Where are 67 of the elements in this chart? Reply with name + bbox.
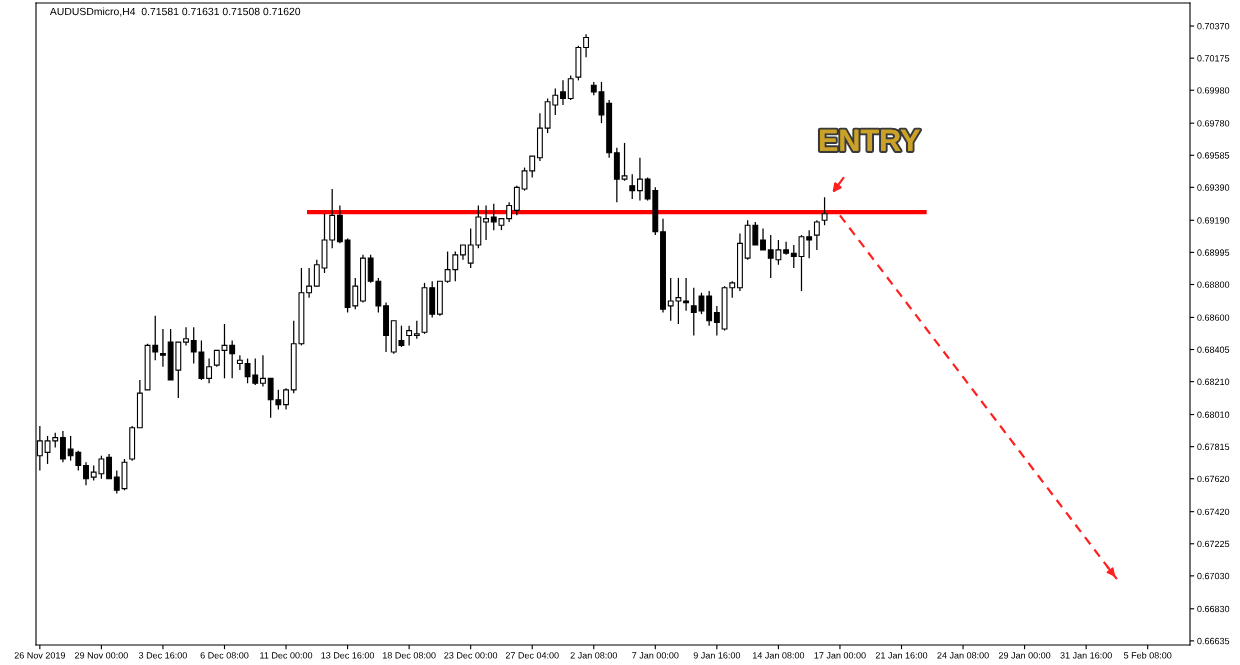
x-tick-label: 13 Dec 16:00: [321, 652, 375, 659]
x-tick-label: 24 Jan 08:00: [937, 652, 989, 659]
candlestick: [183, 326, 189, 347]
y-tick-label: 0.67815: [1197, 443, 1230, 450]
x-tick-label: 11 Dec 00:00: [260, 652, 313, 659]
x-tick-label: 18 Dec 08:00: [382, 652, 436, 659]
x-tick-label: 26 Nov 2019: [14, 652, 66, 659]
y-tick-label: 0.66635: [1197, 637, 1230, 645]
x-tick-label: 7 Jan 00:00: [632, 652, 679, 659]
chart-title: AUDUSDmicro,H4 0.71581 0.71631 0.71508 0.71620: [49, 7, 301, 17]
candlestick: [413, 320, 420, 340]
x-tick-label: 9 Jan 16:00: [693, 652, 741, 659]
y-tick-label: 0.68010: [1197, 411, 1230, 418]
candlestick: [567, 74, 574, 101]
x-tick-label: 14 Jan 08:00: [752, 652, 805, 659]
y-tick-label: 0.67030: [1197, 572, 1230, 580]
annotation: ENTRY: [820, 129, 920, 151]
candlestick: [236, 354, 243, 371]
y-tick-label: 0.69390: [1197, 184, 1230, 191]
candlestick: [283, 387, 289, 411]
x-tick-label: 29 Jan 00:00: [998, 652, 1051, 659]
candlestick: [621, 142, 628, 182]
candlestick: [406, 325, 413, 347]
x-tick-label: 17 Jan 00:00: [814, 652, 866, 659]
y-tick-label: 0.67420: [1197, 508, 1230, 516]
y-tick-label: 0.69780: [1197, 120, 1230, 127]
candlestick: [683, 277, 690, 312]
candlestick: [813, 219, 820, 251]
candlestick: [260, 354, 266, 388]
candlestick: [760, 227, 766, 251]
y-tick-label: 0.67620: [1197, 475, 1230, 483]
candlestick: [783, 241, 790, 256]
y-tick-label: 0.69585: [1197, 152, 1230, 159]
x-tick-label: 6 Dec 08:00: [200, 652, 249, 659]
y-tick-label: 0.66830: [1197, 605, 1230, 613]
candlestick: [629, 173, 636, 200]
x-tick-label: 29 Nov 00:00: [75, 652, 128, 659]
candlestick: [636, 157, 643, 202]
y-tick-label: 0.67225: [1197, 540, 1230, 548]
y-tick-label: 0.70175: [1197, 55, 1230, 62]
candlestick: [713, 305, 720, 337]
x-tick-label: 21 Jan 16:00: [875, 652, 928, 659]
y-tick-label: 0.68600: [1197, 314, 1230, 321]
candlestick: [59, 430, 66, 463]
x-tick-label: 27 Dec 04:00: [505, 652, 559, 659]
x-tick-label: 5 Feb 08:00: [1123, 651, 1172, 659]
x-tick-label: 2 Jan 08:00: [570, 652, 618, 659]
candlestick: [206, 357, 213, 384]
candlestick: [160, 328, 166, 368]
y-tick-label: 0.68210: [1197, 378, 1230, 385]
candlestick: [821, 196, 828, 226]
y-tick-label: 0.68800: [1197, 281, 1230, 288]
x-tick-label: 3 Dec 16:00: [138, 652, 187, 659]
y-tick-label: 0.68995: [1197, 249, 1230, 256]
candlestick: [83, 461, 89, 486]
candlestick: [506, 201, 513, 223]
candlestick: [483, 204, 489, 241]
y-tick-label: 0.70370: [1197, 23, 1230, 30]
y-tick-label: 0.69190: [1197, 217, 1230, 224]
candlestick: [583, 33, 590, 58]
x-tick-label: 31 Jan 16:00: [1060, 652, 1112, 659]
candlestick: [560, 79, 566, 106]
y-tick-label: 0.69980: [1197, 87, 1230, 94]
candlestick: [306, 267, 313, 299]
candlestick: [106, 453, 113, 480]
x-tick-label: 23 Dec 00:00: [444, 652, 498, 659]
y-tick-label: 0.68405: [1197, 346, 1230, 353]
